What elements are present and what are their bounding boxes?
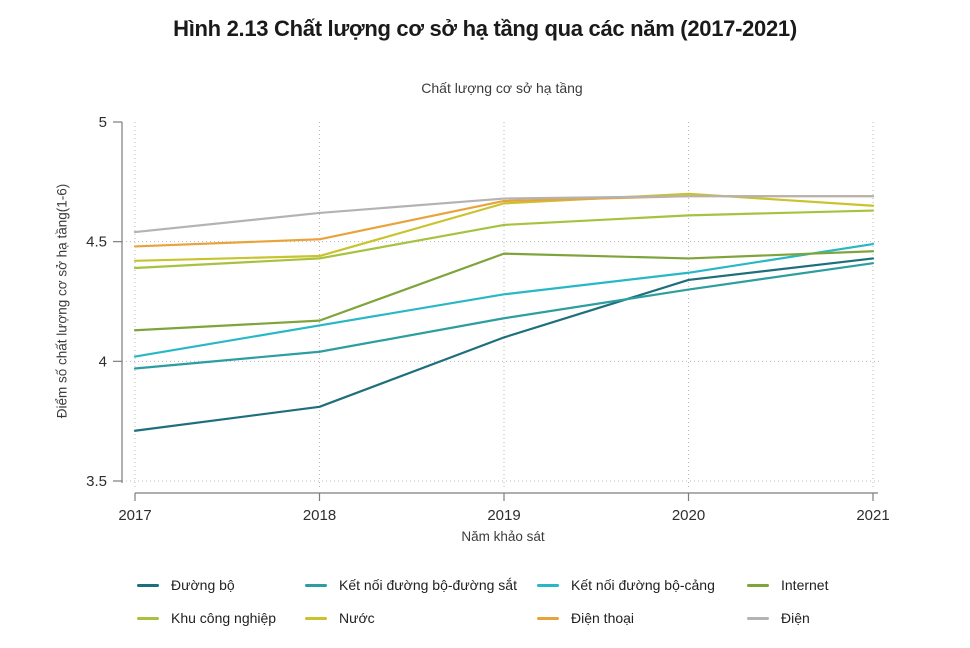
legend-swatch: [305, 583, 327, 587]
series-line: [133, 250, 875, 332]
legend-label: Đường bộ: [171, 577, 235, 593]
legend-label: Khu công nghiệp: [171, 610, 277, 626]
y-tick-label: 3.5: [86, 473, 107, 490]
legend-swatch: [137, 616, 159, 620]
legend-label: Điện thoại: [571, 610, 635, 626]
chart-title: Chất lượng cơ sở hạ tầng: [421, 80, 583, 96]
legend-item: Đường bộ: [137, 572, 235, 598]
legend-swatch: [137, 583, 159, 587]
x-tick-label: 2019: [487, 507, 520, 524]
legend-item: Nước: [305, 605, 375, 631]
legend-item: Kết nối đường bộ-cảng: [537, 572, 715, 598]
legend-swatch: [305, 616, 327, 620]
legend-swatch: [747, 616, 769, 620]
legend-swatch: [747, 583, 769, 587]
y-tick-label: 5: [99, 114, 107, 131]
legend-item: Internet: [747, 572, 828, 598]
legend-swatch: [537, 583, 559, 587]
y-tick-label: 4.5: [86, 234, 107, 251]
series-line: [133, 262, 875, 370]
x-tick-label: 2021: [856, 507, 889, 524]
figure-title: Hình 2.13 Chất lượng cơ sở hạ tầng qua c…: [173, 16, 797, 41]
legend-label: Internet: [781, 577, 829, 593]
legend-label: Kết nối đường bộ-cảng: [571, 577, 715, 593]
series-line: [133, 192, 875, 262]
legend-item: Khu công nghiệp: [137, 605, 276, 631]
series-line: [133, 195, 875, 234]
legend-item: Kết nối đường bộ-đường sắt: [305, 572, 517, 598]
series-line: [133, 242, 875, 358]
legend-item: Điện: [747, 605, 810, 631]
x-tick-label: 2017: [118, 507, 151, 524]
series-line: [133, 257, 875, 432]
legend-item: Điện thoại: [537, 605, 634, 631]
legend-swatch: [537, 616, 559, 620]
x-tick-label: 2020: [672, 507, 705, 524]
legend-label: Nước: [339, 610, 375, 626]
legend-label: Kết nối đường bộ-đường sắt: [339, 577, 517, 593]
legend-label: Điện: [781, 610, 810, 626]
series-line: [133, 209, 875, 270]
y-tick-label: 4: [99, 353, 107, 370]
x-tick-label: 2018: [303, 507, 336, 524]
x-axis-label: Năm khảo sát: [461, 529, 545, 544]
